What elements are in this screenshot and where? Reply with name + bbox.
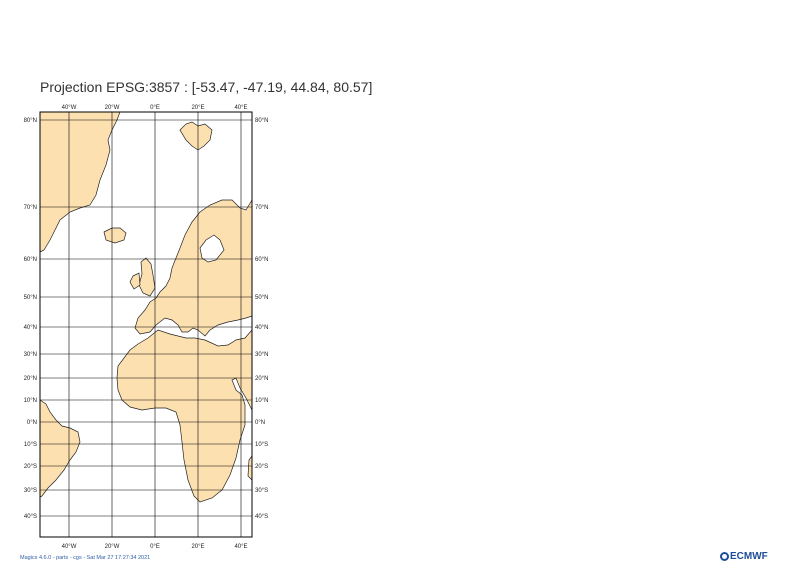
land-masses (39, 111, 253, 503)
svalbard-landmass (179, 121, 213, 151)
longitude-label: 0°E (150, 544, 160, 550)
great-britain-landmass (138, 257, 156, 297)
longitude-label: 40°E (234, 544, 247, 550)
latitude-label: 20°N (255, 376, 268, 382)
latitude-label: 40°S (255, 514, 268, 520)
latitude-label: 20°N (24, 376, 37, 382)
latitude-label: 10°S (255, 442, 268, 448)
longitude-labels-top: 40°W 20°W 0°E 20°E 40°E (62, 105, 248, 111)
latitude-label: 10°N (255, 398, 268, 404)
latitude-label: 40°N (24, 325, 37, 331)
longitude-label: 20°E (191, 544, 204, 550)
latitude-label: 20°S (255, 464, 268, 470)
latitude-label: 0°N (255, 420, 265, 426)
latitude-label: 30°S (255, 488, 268, 494)
latitude-label: 0°N (27, 420, 37, 426)
latitude-label: 50°N (255, 295, 268, 301)
longitude-label: 0°E (150, 105, 160, 111)
ecmwf-logo: ECMWF (720, 551, 768, 562)
latitude-label: 40°N (255, 325, 268, 331)
ecmwf-logo-text: ECMWF (730, 551, 768, 562)
latitude-labels-right: 80°N 70°N 60°N 50°N 40°N 30°N 20°N 10°N 0°N 10°S 2… (255, 118, 268, 520)
latitude-label: 70°N (24, 205, 37, 211)
latitude-label: 80°N (255, 118, 268, 124)
latitude-label: 70°N (255, 205, 268, 211)
latitude-label: 30°S (24, 488, 37, 494)
longitude-label: 20°W (105, 105, 120, 111)
latitude-label: 40°S (24, 514, 37, 520)
latitude-labels-left: 80°N 70°N 60°N 50°N 40°N 30°N 20°N 10°N 0°N 10°S 2… (24, 118, 37, 520)
longitude-labels-bottom: 40°W 20°W 0°E 20°E 40°E (62, 544, 248, 550)
ecmwf-logo-icon (720, 552, 729, 561)
latitude-label: 30°N (255, 352, 268, 358)
latitude-label: 50°N (24, 295, 37, 301)
graticule (40, 112, 252, 537)
longitude-label: 40°W (62, 544, 77, 550)
longitude-label: 40°E (234, 105, 247, 111)
iceland-landmass (103, 227, 127, 244)
longitude-label: 20°W (105, 544, 120, 550)
baltic-sea (199, 234, 225, 263)
latitude-label: 30°N (24, 352, 37, 358)
map-frame (39, 111, 253, 538)
latitude-label: 60°N (24, 257, 37, 263)
latitude-label: 10°S (24, 442, 37, 448)
ireland-landmass (129, 272, 141, 290)
longitude-label: 20°E (191, 105, 204, 111)
south-america-landmass (39, 399, 81, 498)
greenland-landmass (39, 111, 121, 253)
latitude-label: 10°N (24, 398, 37, 404)
latitude-label: 20°S (24, 464, 37, 470)
eurasia-africa-landmass (116, 198, 253, 503)
latitude-label: 60°N (255, 257, 268, 263)
map-title: Projection EPSG:3857 : [-53.47, -47.19, … (40, 79, 373, 95)
latitude-label: 80°N (24, 118, 37, 124)
longitude-label: 40°W (62, 105, 77, 111)
footer-credit: Magics 4.6.0 - parts - cgs - Sat Mar 27 … (20, 555, 151, 561)
